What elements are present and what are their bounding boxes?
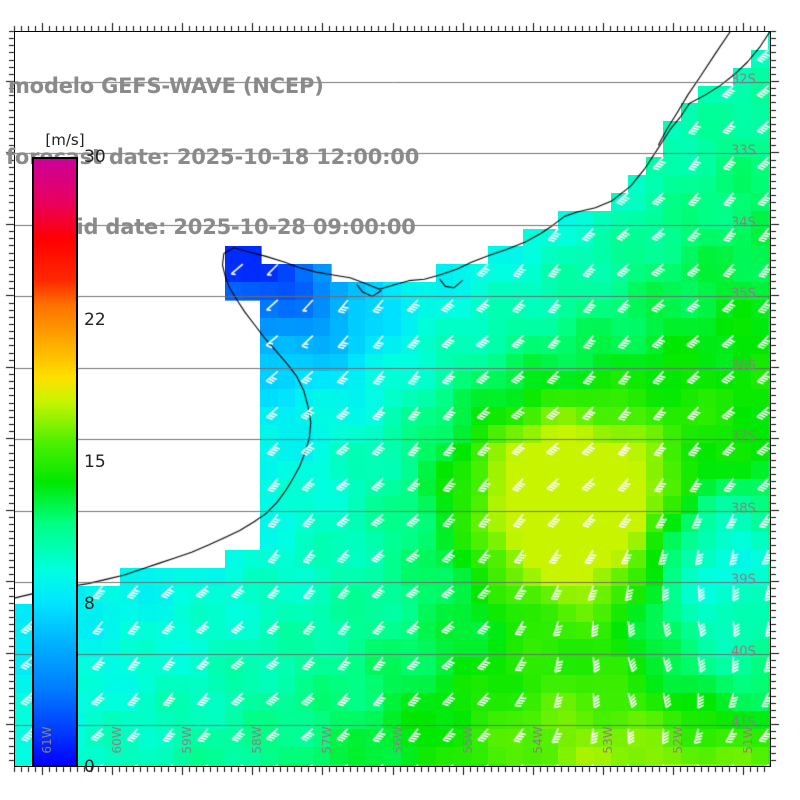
- colorbar-tick-15: 15: [84, 452, 106, 472]
- y-axis-label-40S: 40S: [731, 644, 756, 660]
- y-axis-label-39S: 39S: [731, 572, 756, 588]
- x-axis-label-59W: 59W: [180, 726, 195, 754]
- x-axis-label-56W: 56W: [390, 726, 405, 754]
- y-axis-label-37S: 37S: [731, 429, 756, 445]
- x-axis-label-60W: 60W: [110, 726, 125, 754]
- y-axis-label-34S: 34S: [731, 215, 756, 231]
- x-axis-label-57W: 57W: [320, 726, 335, 754]
- colorbar-tick-22: 22: [84, 309, 106, 330]
- x-axis-label-58W: 58W: [250, 726, 265, 754]
- y-axis-label-33S: 33S: [731, 143, 756, 159]
- x-axis-label-61W: 61W: [40, 726, 55, 754]
- colorbar-tick-30: 30: [84, 147, 106, 167]
- y-axis-label-41S: 41S: [731, 715, 756, 731]
- x-axis-label-55W: 55W: [460, 726, 475, 754]
- colorbar-unit-label: [m/s]: [45, 131, 85, 149]
- colorbar[interactable]: [32, 157, 78, 767]
- y-axis-label-35S: 35S: [731, 286, 756, 302]
- x-axis-label-54W: 54W: [530, 726, 545, 754]
- y-axis-label-32S: 32S: [731, 72, 756, 88]
- y-axis-label-36S: 36S: [731, 358, 756, 374]
- y-axis-label-38S: 38S: [731, 501, 756, 517]
- x-axis-label-52W: 52W: [670, 726, 685, 754]
- colorbar-tick-8: 8: [84, 594, 95, 615]
- colorbar-tick-0: 0: [84, 757, 95, 777]
- page-title: modelo GEFS-WAVE (NCEP) forecast date: 2…: [0, 28, 520, 287]
- x-axis-label-53W: 53W: [600, 726, 615, 754]
- title-forecast-date: forecast date: 2025-10-18 12:00:00: [6, 144, 420, 169]
- colorbar-gradient: [32, 157, 78, 767]
- title-model: modelo GEFS-WAVE (NCEP): [8, 74, 324, 99]
- title-valid-date: valid date: 2025-10-28 09:00:00: [42, 215, 416, 240]
